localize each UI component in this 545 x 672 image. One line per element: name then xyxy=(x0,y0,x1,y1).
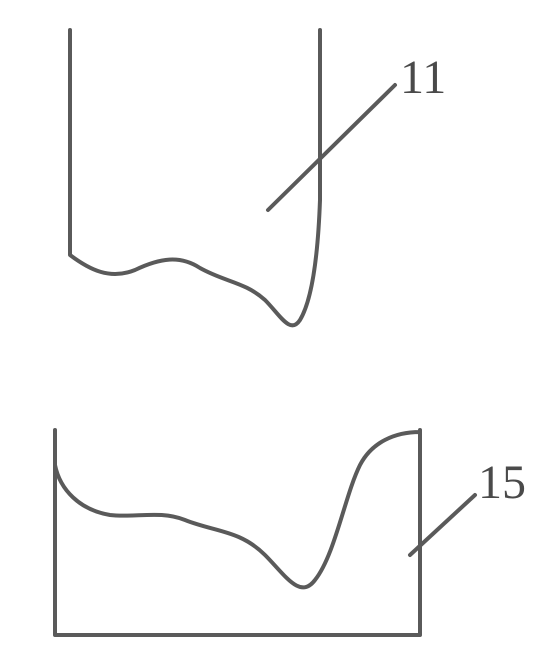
leader-11 xyxy=(268,85,395,210)
label-11: 11 xyxy=(400,50,446,105)
lower-profile xyxy=(55,430,420,635)
diagram-canvas: 11 15 xyxy=(0,0,545,672)
diagram-svg xyxy=(0,0,545,672)
label-15: 15 xyxy=(478,455,526,510)
upper-profile xyxy=(70,30,320,325)
